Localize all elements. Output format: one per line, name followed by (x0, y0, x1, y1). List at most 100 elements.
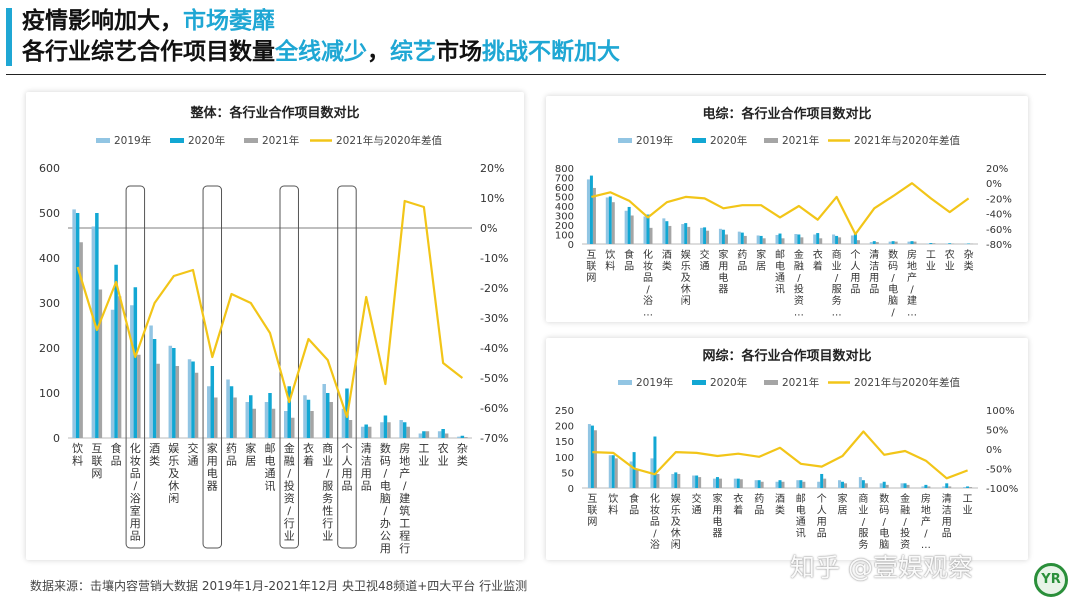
bar (966, 486, 970, 488)
y-left-tick-label: 600 (39, 162, 60, 175)
bar (900, 483, 904, 488)
x-tick-label: 药品 (226, 442, 237, 468)
x-tick-label: 邮电通讯 (265, 442, 276, 493)
bar (948, 486, 952, 488)
bar (168, 345, 173, 438)
bar (614, 458, 618, 488)
highlight-box (202, 185, 223, 549)
y-right-tick-label: -70% (480, 432, 508, 445)
bar (813, 234, 817, 244)
bar (306, 399, 311, 438)
y-left-tick-label: 200 (555, 422, 574, 433)
bar (360, 426, 365, 438)
bar (662, 218, 666, 244)
bar (444, 433, 449, 438)
bar (422, 431, 426, 438)
bar (864, 483, 868, 488)
bar (605, 197, 609, 244)
bar (945, 483, 949, 488)
x-tick-label: 家用电器 (718, 248, 728, 296)
bar (760, 481, 764, 488)
legend-swatch (244, 138, 258, 143)
y-right-tick-label: -100% (986, 484, 1018, 495)
y-left-tick-label: 500 (555, 193, 574, 204)
y-right-tick-label: 0% (480, 222, 497, 235)
bar (383, 415, 388, 438)
legend-entry: 2019年 (636, 376, 673, 389)
legend-swatch (692, 138, 706, 143)
bar (967, 243, 971, 245)
legend-swatch (764, 380, 778, 385)
y-left-tick-label: 200 (39, 342, 60, 355)
x-tick-label: 杂类 (964, 249, 974, 273)
x-tick-label: 衣着 (303, 441, 314, 468)
overall-chart-svg: 整体：各行业合作项目数对比 2019年 2020年 2021年 2021年与2020年差… (39, 105, 508, 555)
bar (130, 305, 134, 438)
bar (91, 226, 96, 438)
x-tick-label: 个人用品 (342, 442, 353, 493)
y-left-tick-label: 300 (39, 297, 60, 310)
bar (137, 354, 141, 438)
y-left-tick-label: 300 (555, 212, 574, 223)
bar (283, 411, 288, 438)
y-right-tick-label: 0% (986, 179, 1002, 190)
y-right-tick-label: -50% (986, 465, 1012, 476)
y-left-tick-label: 600 (555, 183, 574, 194)
y-right-tick-label: -60% (480, 402, 508, 415)
bar (322, 384, 326, 438)
tv-chart-svg: 电综：各行业合作项目数对比 2019年 2020年 2021年 2021年与2020年差… (555, 106, 1012, 319)
bar (214, 397, 218, 438)
bar (674, 472, 678, 488)
bar (924, 484, 928, 488)
chart-title: 网综：各行业合作项目数对比 (702, 348, 871, 364)
page-title: 疫情影响加大，市场萎靡 各行业综艺合作项目数量全线减少，综艺市场挑战不断加大 (22, 6, 620, 68)
x-tick-label: 酒类 (775, 493, 785, 517)
bar (948, 243, 952, 244)
highlight-box (337, 185, 357, 549)
bar (229, 386, 234, 438)
diff-series-line (591, 182, 970, 236)
x-tick-label: 工业 (926, 250, 936, 273)
bar (191, 361, 195, 438)
legend-swatch (618, 138, 632, 143)
bar (739, 479, 743, 488)
bar (838, 480, 842, 488)
x-tick-label: 交通 (692, 492, 702, 517)
x-tick-label: 饮料 (72, 442, 83, 468)
legend-swatch (96, 138, 110, 143)
legend-swatch (764, 138, 778, 143)
x-tick-label: 个人用品 (850, 249, 860, 296)
bar (963, 487, 967, 488)
x-tick-label: 邮电通讯 (796, 492, 806, 540)
bar (757, 480, 761, 488)
bar (406, 426, 410, 438)
bar (844, 483, 848, 488)
bar (932, 243, 936, 244)
bar (79, 242, 83, 438)
bar (841, 481, 845, 488)
title-text: 疫情影响加大， (22, 8, 183, 34)
bar (781, 238, 785, 244)
bar (927, 486, 931, 488)
bar (684, 223, 688, 244)
y-right-tick-label: 20% (480, 162, 504, 175)
bar (152, 339, 157, 438)
y-left-tick-label: 150 (555, 437, 574, 448)
x-tick-label: 饮料 (605, 248, 615, 273)
bar (718, 478, 722, 488)
x-tick-label: 食品 (629, 492, 639, 517)
bar (740, 232, 744, 244)
bar (590, 425, 594, 488)
x-tick-label: 金融/投资… (794, 248, 804, 319)
y-right-tick-label: 20% (986, 164, 1008, 175)
bar (718, 228, 722, 244)
title-line-1: 疫情影响加大，市场萎靡 (22, 6, 620, 37)
bar (964, 243, 968, 245)
bar (759, 235, 763, 244)
overall-chart-panel: 整体：各行业合作项目数对比 2019年 2020年 2021年 2021年与2020年差… (26, 92, 524, 560)
bar (249, 395, 253, 438)
title-highlight: 综艺 (390, 39, 436, 65)
bar (290, 417, 295, 438)
bar (910, 241, 914, 244)
bar (781, 481, 785, 488)
